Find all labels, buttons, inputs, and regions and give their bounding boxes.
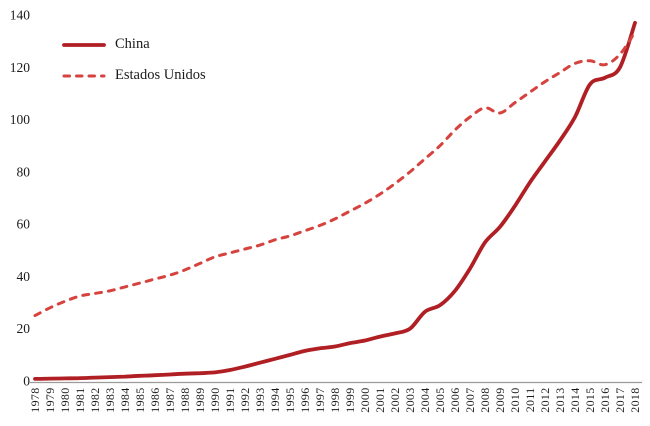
x-axis-tick-label: 1982 xyxy=(88,388,102,413)
y-axis-tick-label: 140 xyxy=(10,8,31,23)
legend-item-china: China xyxy=(61,29,206,60)
x-axis-tick-label: 2014 xyxy=(568,388,582,413)
x-axis-tick-label: 1978 xyxy=(28,388,42,413)
x-axis-tick-label: 1980 xyxy=(58,388,72,413)
x-axis-tick-label: 1990 xyxy=(208,388,222,413)
legend-label-china: China xyxy=(115,36,150,52)
x-axis-tick-label: 1979 xyxy=(43,388,57,413)
y-axis-tick-label: 120 xyxy=(10,60,31,75)
x-axis-tick-label: 2008 xyxy=(478,388,492,413)
china-line xyxy=(33,20,637,381)
china-line-swatch xyxy=(62,42,106,47)
x-axis-tick-label: 1994 xyxy=(268,388,282,413)
x-axis-tick-label: 1984 xyxy=(118,388,132,413)
estados-unidos-line-swatch xyxy=(62,74,106,77)
estados-unidos-line xyxy=(33,30,637,318)
y-axis-tick-label: 100 xyxy=(10,112,31,127)
y-axis-tick-label: 80 xyxy=(17,164,31,179)
x-axis-tick-label: 1986 xyxy=(148,388,162,413)
x-axis-tick-label: 1996 xyxy=(298,388,312,413)
x-axis-tick-label: 2011 xyxy=(523,388,537,413)
x-axis-tick-label: 2002 xyxy=(388,388,402,413)
x-axis-tick-label: 2006 xyxy=(448,388,462,413)
x-axis-tick-label: 2004 xyxy=(418,388,432,413)
x-axis-tick-label: 1983 xyxy=(103,388,117,413)
x-axis-tick-label: 2016 xyxy=(598,388,612,413)
x-axis-tick-label: 2017 xyxy=(613,388,627,413)
x-axis-tick-label: 2013 xyxy=(553,388,567,413)
x-axis-tick-label: 2001 xyxy=(373,388,387,413)
y-axis-tick-label: 40 xyxy=(17,269,31,284)
x-axis-tick-label: 1993 xyxy=(253,388,267,413)
x-axis-tick-label: 2015 xyxy=(583,388,597,413)
x-axis-tick-label: 2009 xyxy=(493,388,507,413)
legend-label-estados-unidos: Estados Unidos xyxy=(115,67,206,83)
x-axis-tick-label: 2003 xyxy=(403,388,417,413)
x-axis-tick-label: 1981 xyxy=(73,388,87,413)
y-axis-tick-label: 20 xyxy=(17,321,31,336)
x-axis-tick-label: 1992 xyxy=(238,388,252,413)
x-axis-tick-label: 1995 xyxy=(283,388,297,413)
legend: China Estados Unidos xyxy=(61,29,206,91)
x-axis-tick-label: 2005 xyxy=(433,388,447,413)
x-axis-tick-label: 2000 xyxy=(358,388,372,413)
y-axis-tick-label: 60 xyxy=(17,217,31,232)
x-axis-tick-label: 2010 xyxy=(508,388,522,413)
x-axis-tick-label: 1991 xyxy=(223,388,237,413)
x-axis-tick-label: 2018 xyxy=(628,388,642,413)
x-axis-tick-label: 1988 xyxy=(178,388,192,413)
x-axis-tick-label: 2007 xyxy=(463,388,477,413)
x-axis-tick-label: 1997 xyxy=(313,388,327,413)
legend-item-estados-unidos: Estados Unidos xyxy=(61,60,206,91)
x-axis-tick-label: 1999 xyxy=(343,388,357,413)
x-axis-tick-label: 1985 xyxy=(133,388,147,413)
x-axis-tick-label: 1989 xyxy=(193,388,207,413)
x-axis-tick-label: 2012 xyxy=(538,388,552,413)
y-axis-tick-label: 0 xyxy=(23,374,30,389)
x-axis-tick-label: 1998 xyxy=(328,388,342,413)
x-axis-tick-label: 1987 xyxy=(163,388,177,413)
